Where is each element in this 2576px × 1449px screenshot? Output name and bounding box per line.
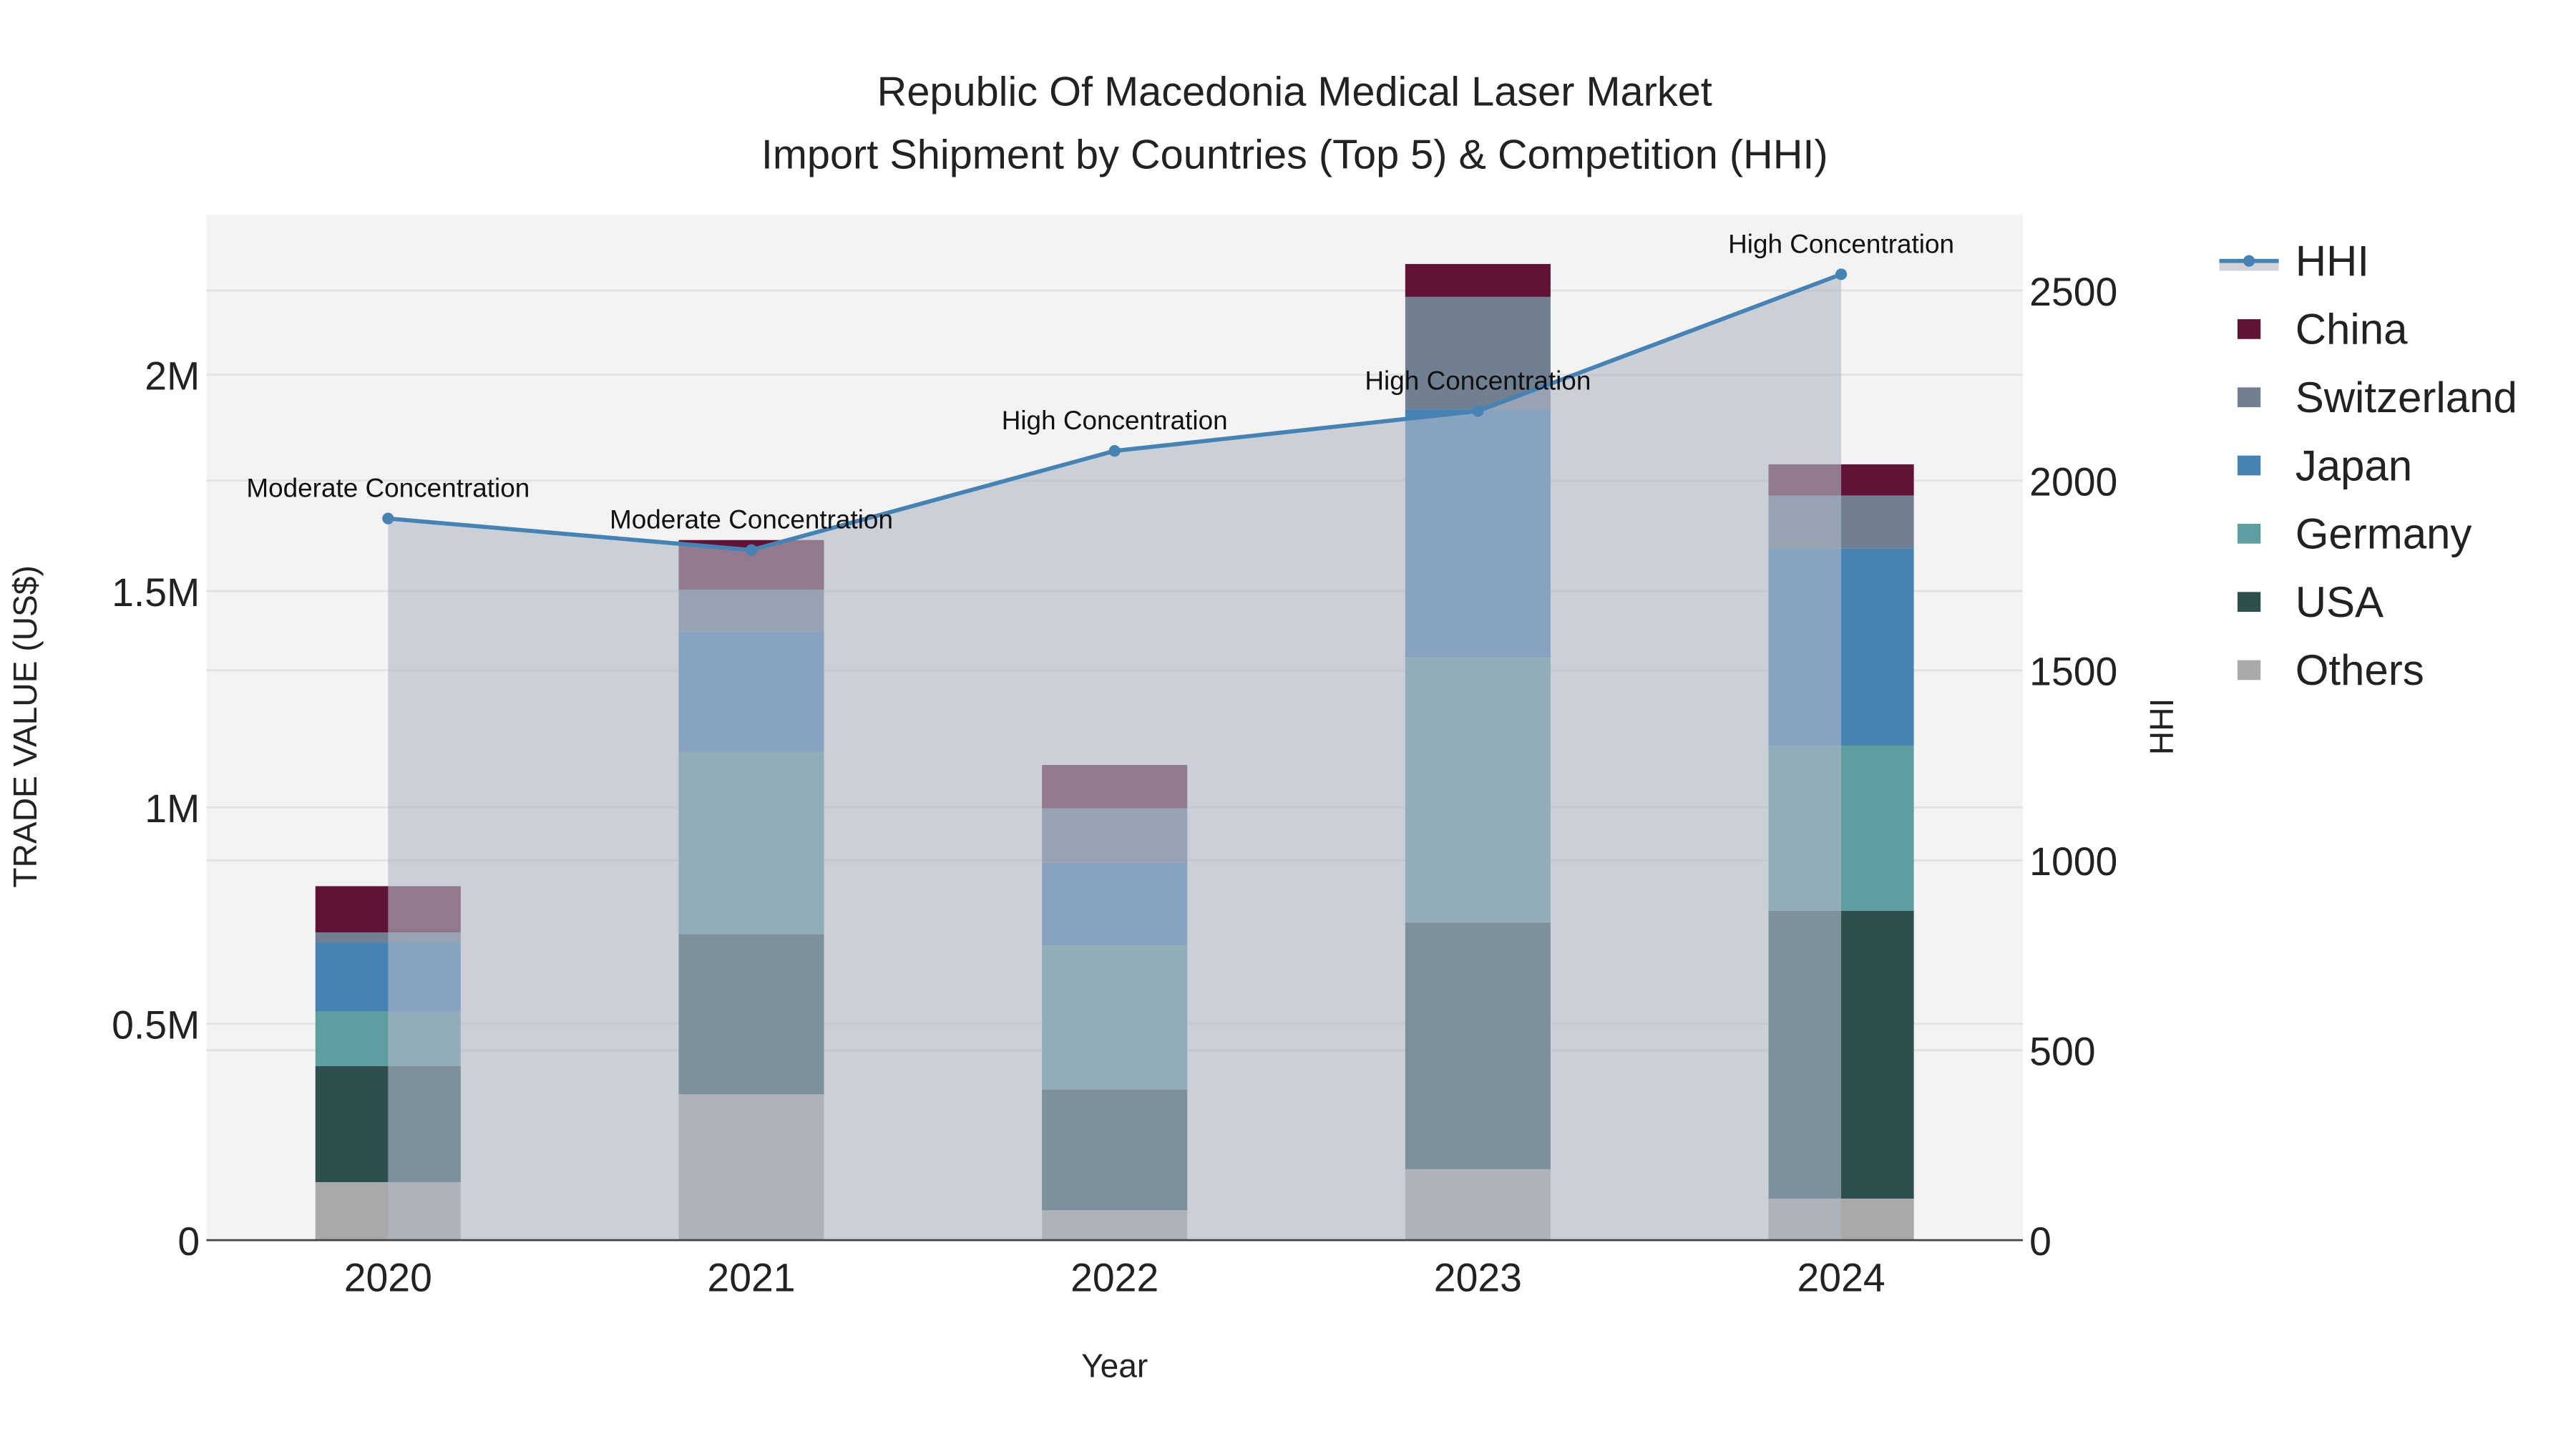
- legend-swatch-switzerland: [2237, 387, 2261, 408]
- x-axis-title: Year: [1081, 1347, 1148, 1385]
- hhi-point-2024: [1835, 268, 1848, 280]
- hhi-point-2020: [382, 512, 394, 525]
- hhi-area-fill: [388, 274, 1842, 1241]
- legend-label-hhi: HHI: [2296, 237, 2369, 285]
- hhi-annotation-2023: High Concentration: [1365, 366, 1591, 395]
- chart-title-line2: Import Shipment by Countries (Top 5) & C…: [761, 132, 1828, 177]
- y2-tick-label: 500: [2029, 1029, 2095, 1073]
- legend-label-others: Others: [2296, 646, 2424, 694]
- hhi-line: Moderate Concentration Moderate Concentra…: [246, 229, 1954, 556]
- y-tick-label: 2M: [145, 353, 200, 398]
- legend-swatch-usa: [2237, 592, 2261, 612]
- hhi-point-2021: [745, 544, 758, 556]
- hhi-point-2023: [1472, 405, 1484, 417]
- x-tick-label: 2022: [1070, 1256, 1158, 1300]
- legend-label-japan: Japan: [2296, 441, 2412, 489]
- legend-label-germany: Germany: [2296, 510, 2472, 558]
- hhi-annotation-2020: Moderate Concentration: [246, 474, 530, 503]
- hhi-annotation-2024: High Concentration: [1728, 229, 1954, 258]
- legend-label-switzerland: Switzerland: [2296, 374, 2517, 421]
- y2-tick-label: 2000: [2029, 459, 2117, 504]
- hhi-annotation-2021: Moderate Concentration: [610, 505, 893, 535]
- axis-ticks: 2020 2021 2022 2023 2024 0 0.5M 1M 1.5M 2M 0 500 100…: [112, 270, 2117, 1300]
- legend-swatch-china: [2237, 319, 2261, 339]
- legend-swatch-others: [2237, 660, 2261, 680]
- y-axis-title: TRADE VALUE (US$): [6, 565, 44, 887]
- x-tick-label: 2021: [707, 1256, 795, 1300]
- y-tick-label: 0: [177, 1219, 200, 1264]
- y2-axis-title: HHI: [2143, 698, 2180, 755]
- y-tick-label: 0.5M: [112, 1003, 200, 1048]
- x-tick-label: 2023: [1434, 1256, 1522, 1300]
- y2-tick-label: 2500: [2029, 270, 2117, 314]
- legend-label-usa: USA: [2296, 578, 2384, 626]
- x-tick-label: 2024: [1797, 1256, 1885, 1300]
- legend-swatch-germany: [2237, 524, 2261, 544]
- y-tick-label: 1M: [145, 786, 200, 831]
- y2-tick-label: 0: [2029, 1219, 2051, 1264]
- legend-hhi-marker: [2243, 255, 2255, 267]
- chart-title-line1: Republic Of Macedonia Medical Laser Mark…: [877, 69, 1712, 115]
- bar-china-2023: [1405, 263, 1551, 297]
- hhi-point-2022: [1108, 445, 1121, 457]
- x-tick-label: 2020: [344, 1256, 432, 1300]
- y2-tick-label: 1500: [2029, 650, 2117, 694]
- legend-swatch-japan: [2237, 455, 2261, 476]
- hhi-annotation-2022: High Concentration: [1002, 406, 1228, 435]
- hhi-area: [388, 274, 1842, 1241]
- legend-label-china: China: [2296, 306, 2408, 353]
- legend: HHI China Switzerland Japan Germany USA Others: [2219, 237, 2517, 694]
- y2-tick-label: 1000: [2029, 839, 2117, 884]
- y-tick-label: 1.5M: [112, 570, 200, 615]
